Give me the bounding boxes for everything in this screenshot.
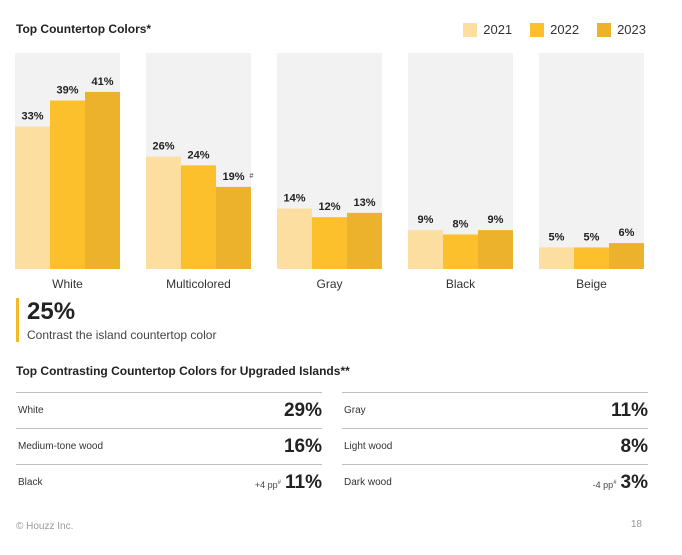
row-value: 11% [285,471,322,493]
data-label: 6% [619,227,635,239]
category-label: White [52,277,83,291]
bar-gray-2022 [312,217,347,269]
row-label: Light wood [344,441,393,452]
bar-multicolored-2021 [146,156,181,269]
data-label: 9% [418,214,434,226]
bar-chart: 33% 39% 41% White 26% 24% 19% # Multicolored 14% 1… [15,53,644,291]
data-label: 19% [222,171,244,183]
bar-beige-2022 [574,247,609,269]
data-label: 24% [187,149,209,161]
category-label: Beige [576,277,607,291]
row-value: 3% [620,471,648,493]
legend-label-2021: 2021 [483,22,513,37]
data-label: 14% [283,193,305,205]
row-value: 16% [283,435,322,457]
callout: 25% Contrast the island countertop color [16,298,216,342]
data-label: 5% [549,231,565,243]
row-delta: -4 pp# [592,479,617,490]
data-label: 41% [91,76,113,88]
table-right-column: Gray 11% Light wood 8% Dark wood -4 pp# … [342,392,648,500]
bar-black-2022 [443,234,478,269]
bar-beige-2021 [539,247,574,269]
bar-multicolored-2023 [216,186,251,269]
legend-swatch-2023 [597,22,612,37]
category-label: Black [446,277,476,291]
annotation-mark: # [250,173,254,180]
bar-black-2021 [408,230,443,269]
bar-white-2021 [15,126,50,269]
bar-gray-2021 [277,208,312,269]
data-label: 13% [353,197,375,209]
bar-white-2023 [85,91,120,269]
table-row: Dark wood -4 pp# 3% [342,464,648,500]
row-label: Dark wood [344,477,392,488]
row-delta: +4 pp# [254,479,282,490]
row-label: Black [18,477,43,488]
table-row: Light wood 8% [342,428,648,464]
data-label: 5% [584,231,600,243]
table-row: Medium-tone wood 16% [16,428,322,464]
page-number: 18 [630,519,642,530]
bar-gray-2023 [347,212,382,269]
copyright: © Houzz Inc. [16,521,74,532]
data-label: 12% [318,201,340,213]
legend-swatch-2021 [463,22,478,37]
category-label: Multicolored [166,277,231,291]
chart-title: Top Countertop Colors* [16,22,152,36]
table-row: White 29% [16,392,322,428]
table-title: Top Contrasting Countertop Colors for Up… [16,364,350,378]
bar-white-2022 [50,100,85,270]
row-value: 11% [611,399,648,421]
bar-beige-2023 [609,243,644,269]
bar-multicolored-2022 [181,165,216,269]
legend-swatch-2022 [530,22,545,37]
row-label: White [18,405,44,416]
bar-black-2023 [478,230,513,269]
row-value: 29% [283,399,322,421]
table-row: Black +4 pp# 11% [16,464,322,500]
legend-label-2023: 2023 [617,22,646,37]
data-label: 33% [21,110,43,122]
legend-label-2022: 2022 [550,22,580,37]
table-left-column: White 29% Medium-tone wood 16% Black +4 … [16,392,322,500]
data-label: 26% [152,141,174,153]
legend-item-2021: 2021 [463,22,512,37]
category-label: Gray [316,277,342,291]
row-label: Gray [344,405,366,416]
row-label: Medium-tone wood [18,441,104,452]
data-label: 8% [453,218,469,230]
legend-item-2023: 2023 [597,22,646,37]
callout-text: Contrast the island countertop color [27,328,217,342]
data-label: 39% [56,85,78,97]
category-panel [539,53,644,269]
row-value: 8% [620,435,648,457]
legend-item-2022: 2022 [530,22,579,37]
data-label: 9% [488,214,504,226]
chart-legend: 2021 2022 2023 [463,22,646,37]
callout-value: 25% [27,298,76,325]
table-row: Gray 11% [342,392,648,428]
